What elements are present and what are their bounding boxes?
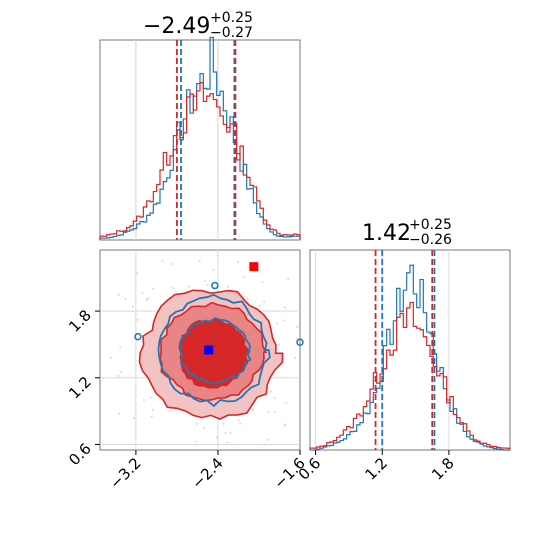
scatter-point	[188, 285, 191, 288]
scatter-point	[124, 298, 127, 301]
scatter-point	[212, 268, 215, 271]
scatter-point	[222, 422, 225, 425]
scatter-point	[275, 322, 278, 325]
square-marker-red_marker	[249, 262, 259, 272]
y-marginal-panel: 1.42 +0.25 −0.26 0.6 1.2 1.8	[295, 217, 511, 484]
scatter-point	[151, 408, 154, 411]
scatter-point	[119, 346, 122, 349]
scatter-point	[237, 419, 240, 422]
scatter-point	[263, 300, 266, 303]
y-marginal-tick-label: 1.2	[361, 454, 391, 484]
panel-frame	[99, 249, 301, 451]
histogram-red	[309, 301, 511, 450]
scatter-point	[258, 304, 261, 307]
joint-panel: −3.2 −2.4 −1.60.61.21.8	[65, 249, 309, 493]
outlier-marker	[211, 281, 219, 290]
scatter-point	[169, 409, 172, 412]
scatter-point	[215, 436, 218, 439]
red-contour-inner	[178, 318, 249, 389]
scatter-point	[273, 410, 276, 413]
x-marginal-title-plus: +0.25	[210, 10, 253, 26]
scatter-point	[229, 431, 232, 434]
scatter-point	[196, 422, 199, 425]
scatter-point	[237, 260, 240, 263]
scatter-point	[110, 356, 113, 359]
scatter-point	[145, 299, 148, 302]
square-marker-blue_marker	[204, 345, 214, 355]
scatter-point	[133, 416, 136, 419]
scatter-point	[251, 407, 254, 410]
panel-frame	[309, 249, 511, 451]
scatter-point	[246, 297, 249, 300]
scatter-point	[150, 415, 153, 418]
scatter-point	[267, 411, 270, 414]
blue-contour-outer	[157, 293, 271, 408]
scatter-point	[117, 374, 120, 377]
scatter-point	[239, 422, 242, 425]
scatter-point	[224, 432, 227, 435]
scatter-point	[136, 272, 139, 275]
y-marginal-title-plus: +0.25	[409, 217, 452, 233]
histogram-red	[99, 82, 301, 240]
x-marginal-panel: −2.49 +0.25 −0.27	[99, 10, 301, 241]
scatter-point	[269, 390, 272, 393]
scatter-point	[261, 281, 264, 284]
scatter-point	[202, 426, 205, 429]
scatter-point	[142, 399, 145, 402]
scatter-point	[147, 297, 150, 300]
scatter-point	[284, 424, 287, 427]
scatter-point	[204, 280, 207, 283]
outlier-marker	[296, 338, 304, 346]
scatter-point	[285, 402, 288, 405]
histogram-blue	[310, 264, 510, 451]
scatter-point	[287, 278, 290, 281]
blue-contour-inner	[178, 317, 252, 386]
joint-x-tick-label: −2.4	[188, 454, 226, 492]
x-marginal-title-minus: −0.27	[210, 25, 253, 41]
joint-y-tick-label: 1.2	[65, 373, 95, 403]
y-marginal-tick-label: 1.8	[428, 454, 458, 484]
outlier-marker	[134, 332, 142, 341]
scatter-point	[171, 263, 174, 266]
joint-y-tick-label: 0.6	[65, 440, 95, 470]
scatter-point	[216, 254, 219, 257]
scatter-point	[294, 356, 297, 359]
scatter-point	[150, 396, 153, 399]
scatter-point	[152, 287, 155, 290]
scatter-point	[198, 259, 201, 262]
scatter-point	[296, 325, 299, 328]
scatter-point	[161, 259, 164, 262]
scatter-point	[226, 441, 229, 444]
joint-x-tick-label: −3.2	[106, 454, 144, 492]
y-marginal-title-minus: −0.26	[409, 232, 452, 248]
scatter-point	[282, 319, 285, 322]
scatter-point	[119, 371, 122, 374]
scatter-point	[226, 285, 229, 288]
histogram-blue	[99, 36, 301, 240]
scatter-point	[206, 283, 209, 286]
scatter-point	[243, 275, 246, 278]
scatter-point	[117, 293, 120, 296]
scatter-point	[141, 292, 144, 295]
scatter-point	[194, 440, 197, 443]
scatter-point	[277, 343, 280, 346]
scatter-point	[295, 337, 298, 340]
joint-y-tick-label: 1.8	[65, 306, 95, 336]
scatter-point	[118, 412, 121, 415]
scatter-point	[273, 396, 276, 399]
scatter-point	[263, 443, 266, 446]
scatter-point	[136, 318, 139, 321]
panel-frame	[99, 39, 301, 241]
scatter-point	[266, 438, 269, 441]
x-marginal-title: −2.49	[143, 14, 210, 39]
scatter-point	[132, 305, 135, 308]
y-marginal-title: 1.42	[362, 221, 411, 246]
scatter-point	[171, 287, 174, 290]
scatter-point	[284, 306, 287, 309]
